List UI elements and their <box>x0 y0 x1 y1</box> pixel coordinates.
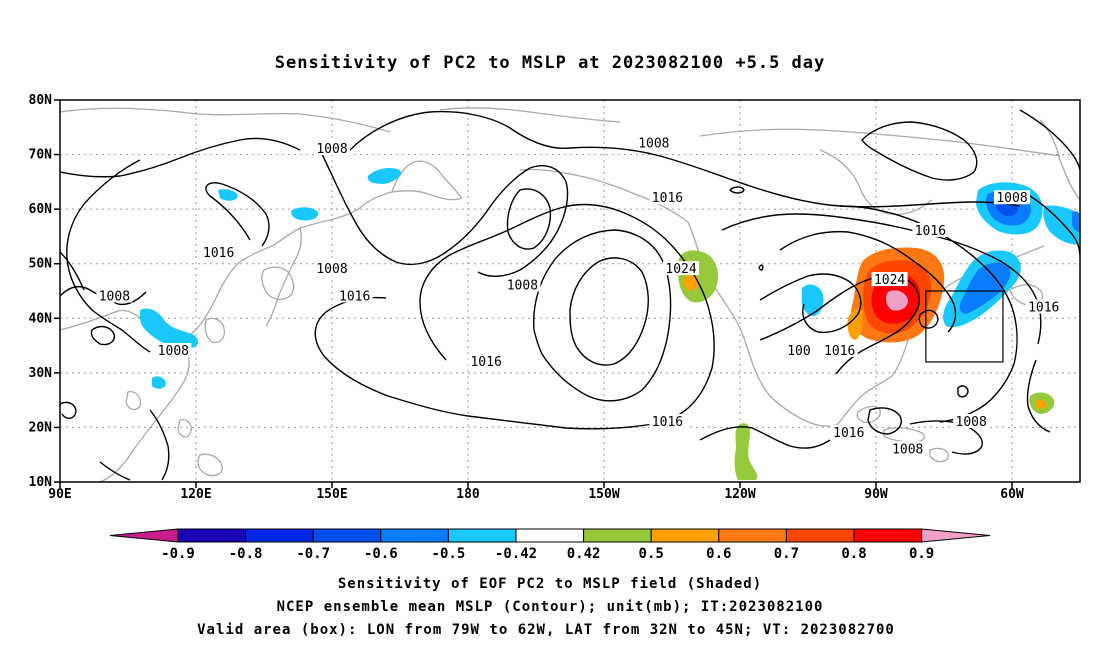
colorbar-segment <box>245 528 314 543</box>
colorbar-segment <box>312 528 382 543</box>
contour-label-bg <box>889 441 926 456</box>
contour-label: 1008 <box>99 289 130 304</box>
colorbar-label: -0.8 <box>229 546 263 562</box>
contour-label: 1008 <box>316 142 347 157</box>
contour-label: 1016 <box>339 289 370 304</box>
lat-tick-label: 80N <box>29 93 53 108</box>
colorbar-label: 0.42 <box>567 546 601 562</box>
contour-label: 1016 <box>470 355 501 370</box>
contour-label: 1016 <box>1028 300 1059 315</box>
contour-label-bg <box>96 288 133 303</box>
colorbar-low-arrow <box>109 528 179 543</box>
colorbar-high-arrow <box>921 528 991 543</box>
contour-label: 1016 <box>652 191 683 206</box>
lat-tick-label: 10N <box>29 475 53 490</box>
lat-tick-label: 70N <box>29 148 53 163</box>
contour-label: 1008 <box>638 137 669 152</box>
contour-label: 1008 <box>956 415 987 430</box>
colorbar-segment <box>515 528 585 543</box>
valid-area-box <box>925 290 1004 363</box>
contour-label-bg <box>635 135 672 150</box>
colorbar-label: -0.9 <box>161 546 195 562</box>
contour-label: 1016 <box>915 224 946 239</box>
contour-label-bg <box>953 413 990 428</box>
map-frame <box>59 99 1081 483</box>
contour-label-bg <box>649 413 686 428</box>
colorbar-label: 0.8 <box>841 546 866 562</box>
colorbar-segment <box>785 528 855 543</box>
contour-label-bg <box>663 261 700 276</box>
contour-label-bg <box>336 288 373 303</box>
lat-tick-label: 50N <box>29 257 53 272</box>
contour-label: 1024 <box>665 262 696 277</box>
contour-label: 1008 <box>892 442 923 457</box>
sensitivity-shading <box>140 168 1080 480</box>
map-panel: 1008 1008 1016 1008 1016 1016 1008 1024 1008 1016… <box>60 100 1080 482</box>
contour-label-bg <box>994 190 1030 205</box>
caption: Sensitivity of EOF PC2 to MSLP field (Sh… <box>197 576 895 638</box>
colorbar-label: 0.6 <box>706 546 731 562</box>
colorbar-segment <box>853 528 923 543</box>
contour-label: 1008 <box>316 262 347 277</box>
contour-label: 1024 <box>874 273 905 288</box>
lat-tick-label: 30N <box>29 366 53 381</box>
contour-label-bg <box>830 424 867 439</box>
contour-label: 1008 <box>507 279 538 294</box>
colorbar-segment <box>650 528 720 543</box>
colorbar-label: 0.9 <box>909 546 934 562</box>
contour-label-bg <box>649 190 686 205</box>
lon-tick-label: 180 <box>456 487 480 502</box>
contour-label-bg <box>504 277 541 292</box>
lon-tick-label: 120E <box>180 487 211 502</box>
lon-tick-label: 120W <box>724 487 755 502</box>
lon-tick-label: 90W <box>864 487 888 502</box>
contour-label: 1016 <box>652 415 683 430</box>
graticule <box>60 100 1080 482</box>
colorbar-segment <box>583 528 652 543</box>
contour-label-bg <box>200 244 237 259</box>
contour-label: 1008 <box>996 191 1027 206</box>
colorbar-segment <box>380 528 449 543</box>
colorbar: -0.9 -0.8 -0.7 -0.6 -0.5 -0.42 0.42 0.5 0.6 0.7 0.… <box>109 528 991 562</box>
contour-label-bg <box>912 222 949 237</box>
colorbar-segment <box>177 528 247 543</box>
contour-label-bg <box>155 343 192 358</box>
contour-label: 100 <box>787 344 810 359</box>
colorbar-segment <box>718 528 787 543</box>
contour-label: 1008 <box>158 344 189 359</box>
lon-tick-label: 60W <box>1000 487 1024 502</box>
contour-label: 1016 <box>824 344 855 359</box>
colorbar-label: 0.7 <box>774 546 799 562</box>
contour-label: 1016 <box>833 426 864 441</box>
contour-label-bg <box>784 343 813 358</box>
lat-tick-label: 20N <box>29 420 53 435</box>
contour-label-bg <box>314 261 350 276</box>
contour-labels: 1008 1008 1016 1008 1016 1016 1008 1024 1008 1016… <box>96 135 1062 457</box>
colorbar-label: -0.7 <box>296 546 330 562</box>
colorbar-label: -0.42 <box>495 546 537 562</box>
contour-label-bg <box>1025 299 1062 314</box>
contour-label-bg <box>871 272 908 287</box>
colorbar-segment <box>447 528 517 543</box>
figure-title: Sensitivity of PC2 to MSLP at 2023082100… <box>275 53 826 73</box>
colorbar-label: 0.5 <box>639 546 664 562</box>
caption-line-3: Valid area (box): LON from 79W to 62W, L… <box>197 622 895 638</box>
colorbar-label: -0.6 <box>364 546 398 562</box>
contour-label-bg <box>821 343 858 358</box>
caption-line-2: NCEP ensemble mean MSLP (Contour); unit(… <box>277 599 824 615</box>
contour-label-bg <box>314 141 350 156</box>
contour-label: 1016 <box>203 246 234 261</box>
colorbar-label: -0.5 <box>432 546 466 562</box>
lon-tick-label: 90E <box>48 487 71 502</box>
lat-tick-label: 60N <box>29 202 53 217</box>
contour-label-bg <box>468 353 505 368</box>
caption-line-1: Sensitivity of EOF PC2 to MSLP field (Sh… <box>338 576 762 592</box>
lon-tick-label: 150W <box>588 487 619 502</box>
lon-tick-label: 150E <box>316 487 347 502</box>
mslp-contours <box>60 109 1080 481</box>
lat-tick-label: 40N <box>29 311 53 326</box>
